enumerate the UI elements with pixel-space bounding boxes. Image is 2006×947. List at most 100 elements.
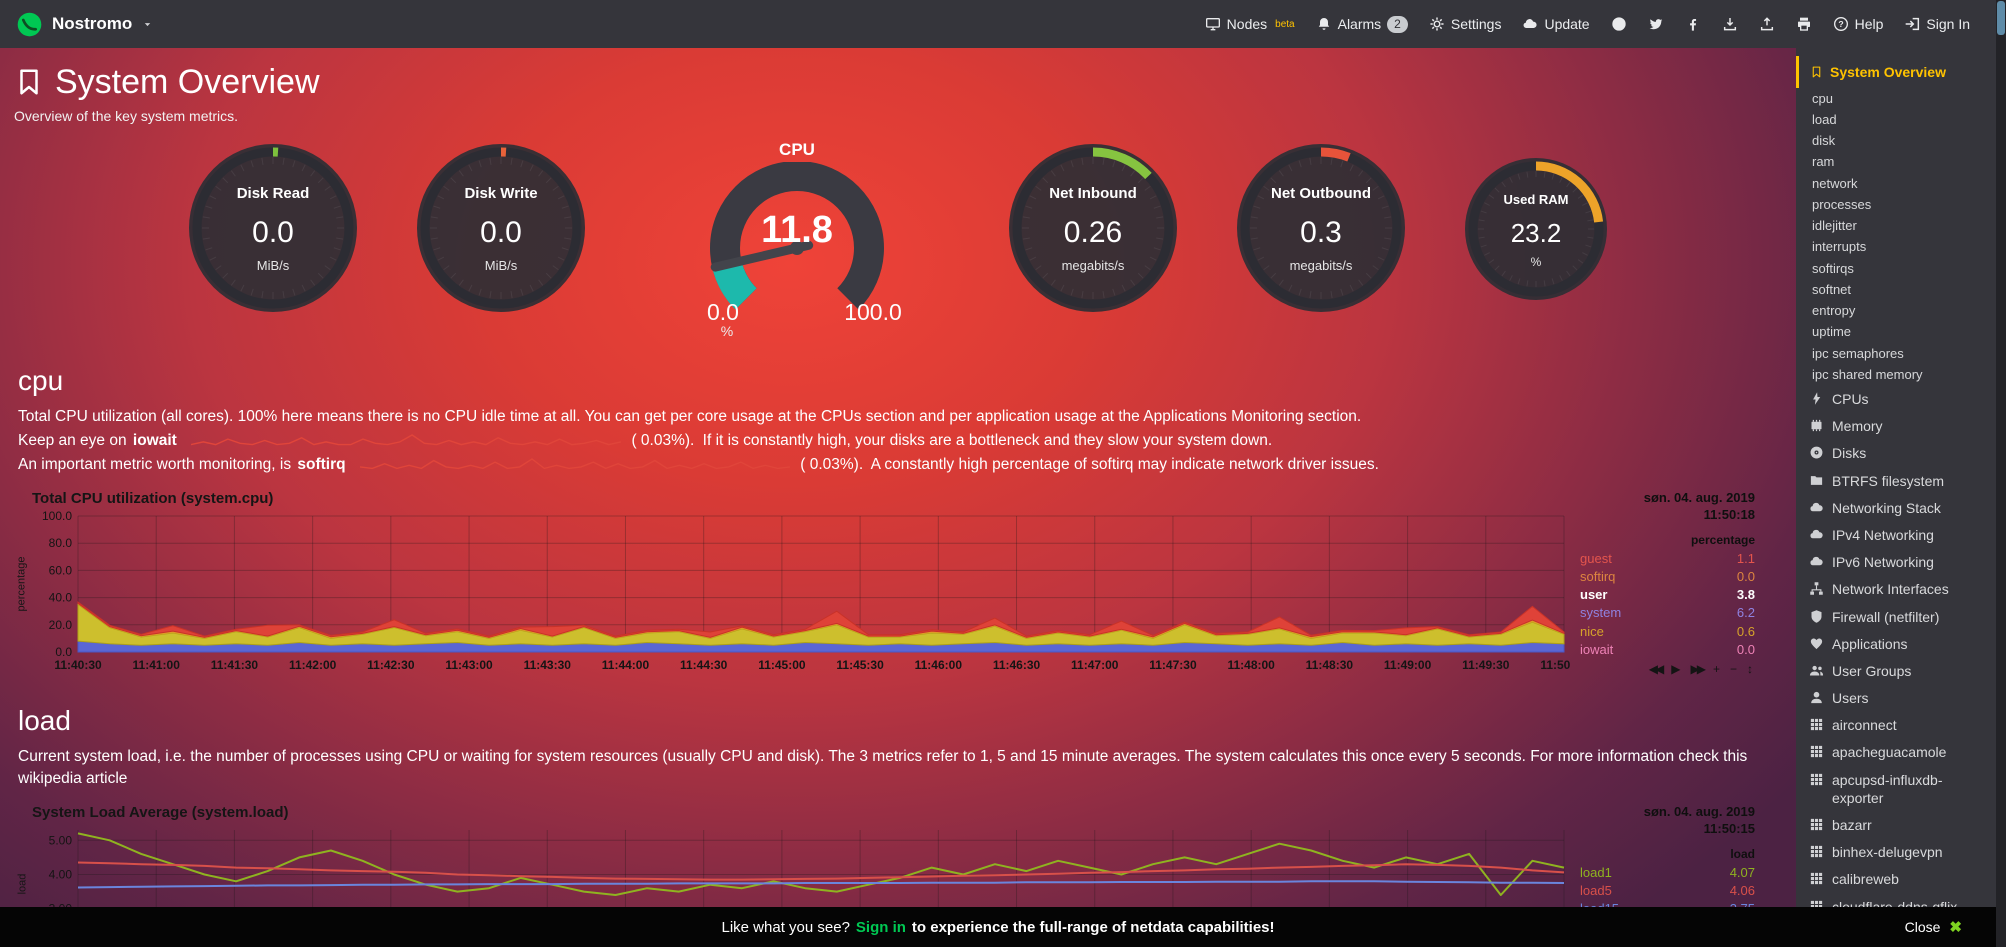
legend-item-system[interactable]: system 6.2 (1580, 605, 1755, 621)
softirq-value: ( 0.03%). (800, 456, 864, 473)
sidebar-item-system-overview[interactable]: System Overview (1796, 56, 1996, 88)
pan-right-button[interactable]: ▶▶ (1690, 662, 1707, 676)
twitter-link[interactable] (1648, 16, 1664, 32)
sidebar-subitem-network[interactable]: network (1812, 175, 1858, 191)
zoom-in-button[interactable]: + (1712, 662, 1720, 676)
github-link[interactable] (1611, 16, 1627, 32)
print-button[interactable] (1796, 16, 1812, 32)
sidebar-item-networking-stack[interactable]: Networking Stack (1796, 494, 1996, 521)
sidebar-item-ipv4-networking[interactable]: IPv4 Networking (1796, 521, 1996, 548)
svg-text:11:45:00: 11:45:00 (758, 658, 806, 672)
banner-close-button[interactable]: Close ✖ (1904, 919, 1962, 936)
update-button[interactable]: Update (1522, 16, 1590, 32)
legend-item-iowait[interactable]: iowait 0.0 (1580, 641, 1755, 657)
sidebar-subitem-idlejitter[interactable]: idlejitter (1812, 218, 1857, 233)
sidebar-subitem-load[interactable]: load (1812, 111, 1837, 127)
gauge-title: Net Outbound (1271, 185, 1371, 202)
sidebar-item-applications[interactable]: Applications (1796, 630, 1996, 657)
sidebar-subitem-cpu[interactable]: cpu (1812, 90, 1833, 106)
cpu-description: Total CPU utilization (all cores). 100% … (18, 408, 1362, 425)
gauge-used-ram[interactable]: Used RAM 23.2 % (1461, 154, 1611, 304)
iowait-value: ( 0.03%). (631, 432, 695, 449)
svg-text:11:47:30: 11:47:30 (1149, 658, 1197, 672)
legend-item-guest[interactable]: guest 1.1 (1580, 550, 1755, 566)
sidebar-item-memory[interactable]: Memory (1796, 413, 1996, 440)
cloud-icon (1809, 527, 1824, 542)
zoom-out-button[interactable]: − (1729, 662, 1737, 676)
sidebar-item-apcupsd-influxdb-exporter[interactable]: apcupsd-influxdb-exporter (1796, 766, 1996, 811)
sidebar-subitem-uptime[interactable]: uptime (1812, 324, 1852, 340)
sidebar-subitem-disk[interactable]: disk (1812, 133, 1836, 148)
sidebar-item-disks[interactable]: Disks (1796, 440, 1996, 467)
sidebar-subitem-ipc-semaphores[interactable]: ipc semaphores (1812, 345, 1904, 361)
sidebar-item-firewall-netfilter[interactable]: Firewall (netfilter) (1796, 603, 1996, 630)
sidebar-item-ipv6-networking[interactable]: IPv6 Networking (1796, 549, 1996, 576)
gauges-row: Disk Read 0.0 MiB/s Disk Write 0.0 MiB/s… (0, 140, 1796, 338)
twitter-icon (1648, 16, 1664, 32)
facebook-link[interactable] (1685, 16, 1701, 32)
node-selector[interactable]: Nostromo (16, 11, 154, 38)
sidebar-subitem-interrupts[interactable]: interrupts (1812, 239, 1867, 255)
sidebar-sections: CPUs Memory Disks BTRFS filesystem Networkin… (1796, 386, 1996, 947)
cpu-chart-toolbar: ◀◀ ▶ ▶▶ + − ↕ (1649, 662, 1753, 676)
sidebar-subitem-entropy[interactable]: entropy (1812, 303, 1856, 318)
legend-item-load5[interactable]: load5 4.06 (1580, 882, 1755, 898)
grid-icon (1809, 844, 1824, 859)
sidebar-item-binhex-delugevpn[interactable]: binhex-delugevpn (1796, 839, 1996, 866)
cpu-chart-plot[interactable]: 11:40:30 11:41:00 11:41:30 11:42:00 11:42:30… (30, 510, 1570, 678)
settings-button[interactable]: Settings (1429, 16, 1501, 32)
page-scrollbar[interactable] (1996, 0, 2006, 947)
signin-button[interactable]: Sign In (1904, 16, 1970, 32)
sidebar-subitem-ram[interactable]: ram (1812, 154, 1835, 170)
import-button[interactable] (1759, 16, 1775, 32)
gear-icon (1429, 16, 1445, 32)
svg-text:11:49:00: 11:49:00 (1384, 658, 1432, 672)
resize-button[interactable]: ↕ (1747, 662, 1753, 676)
gauge-min: 0.0 (707, 299, 739, 325)
nodes-button[interactable]: Nodes beta (1205, 16, 1295, 32)
legend-item-load1[interactable]: load1 4.07 (1580, 864, 1755, 880)
signin-icon (1904, 16, 1920, 32)
sidebar-subitem-softnet[interactable]: softnet (1812, 281, 1852, 297)
alarms-label: Alarms (1337, 16, 1382, 32)
svg-text:80.0: 80.0 (49, 536, 73, 550)
sidebar-item-cpus[interactable]: CPUs (1796, 386, 1996, 413)
legend-item-nice[interactable]: nice 0.6 (1580, 623, 1755, 639)
alarms-button[interactable]: Alarms 2 (1316, 15, 1408, 33)
signin-link[interactable]: Sign in (855, 918, 906, 936)
sidebar: System Overview cpu load disk ram network pro… (1796, 48, 1996, 947)
sidebar-item-calibreweb[interactable]: calibreweb (1796, 866, 1996, 893)
sidebar-item-btrfs-filesystem[interactable]: BTRFS filesystem (1796, 467, 1996, 494)
svg-text:11:48:00: 11:48:00 (1227, 658, 1275, 672)
sidebar-subitem-processes[interactable]: processes (1812, 196, 1872, 212)
pan-left-button[interactable]: ◀◀ (1648, 662, 1665, 676)
sidebar-subitem-softirqs[interactable]: softirqs (1812, 260, 1854, 276)
svg-text:11:50:00: 11:50:00 (1540, 658, 1570, 672)
sidebar-item-bazarr[interactable]: bazarr (1796, 812, 1996, 839)
svg-text:11:47:00: 11:47:00 (1071, 658, 1119, 672)
svg-text:11:40:30: 11:40:30 (54, 658, 102, 672)
sidebar-item-network-interfaces[interactable]: Network Interfaces (1796, 576, 1996, 603)
iowait-sparkline[interactable] (191, 433, 622, 448)
gauge-cpu[interactable]: CPU 11.8 0.0 100.0 % (647, 140, 947, 338)
help-button[interactable]: Help (1833, 16, 1883, 32)
sidebar-item-users[interactable]: Users (1796, 685, 1996, 712)
softirq-sparkline[interactable] (359, 457, 790, 472)
sidebar-active-label: System Overview (1830, 64, 1946, 80)
sidebar-item-apacheguacamole[interactable]: apacheguacamole (1796, 739, 1996, 766)
gauge-max: 100.0 (844, 299, 902, 325)
gauge-disk-read[interactable]: Disk Read 0.0 MiB/s (185, 140, 361, 316)
gauge-net-inbound[interactable]: Net Inbound 0.26 megabits/s (1005, 140, 1181, 316)
cpu-chart-unit-vertical: percentage (16, 556, 29, 612)
gauge-net-outbound[interactable]: Net Outbound 0.3 megabits/s (1233, 140, 1409, 316)
legend-item-user[interactable]: user 3.8 (1580, 587, 1755, 603)
gauge-disk-write[interactable]: Disk Write 0.0 MiB/s (413, 140, 589, 316)
play-button[interactable]: ▶ (1671, 662, 1681, 676)
sidebar-item-user-groups[interactable]: User Groups (1796, 657, 1996, 684)
legend-item-softirq[interactable]: softirq 0.0 (1580, 568, 1755, 584)
export-button[interactable] (1722, 16, 1738, 32)
svg-text:11:45:30: 11:45:30 (836, 658, 884, 672)
sidebar-item-airconnect[interactable]: airconnect (1796, 712, 1996, 739)
scrollbar-thumb[interactable] (1997, 1, 2005, 35)
sidebar-subitem-ipc-shared-memory[interactable]: ipc shared memory (1812, 366, 1923, 382)
